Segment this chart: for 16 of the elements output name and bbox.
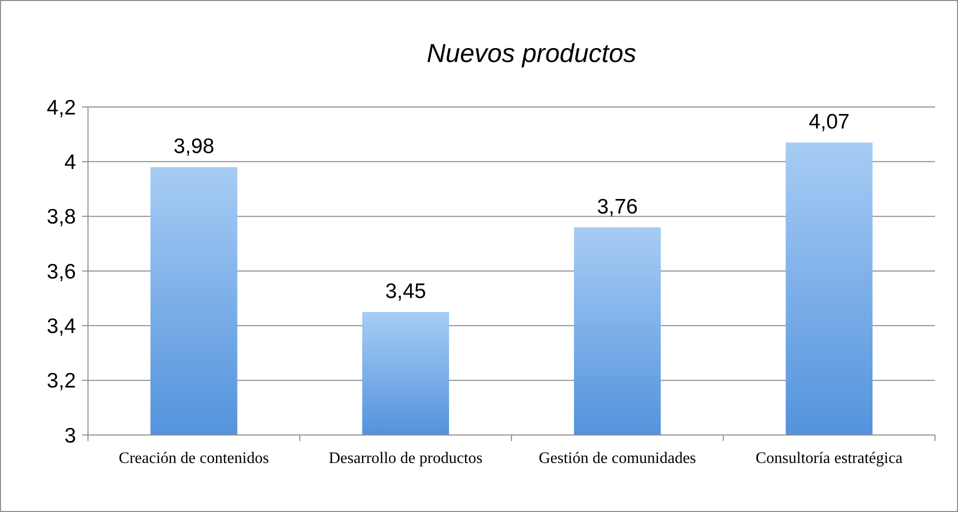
x-tick-label: Gestión de comunidades [538, 450, 696, 467]
x-tick-label: Desarrollo de productos [328, 450, 482, 467]
x-tick-label: Consultoría estratégica [756, 450, 903, 467]
y-tick-label: 3 [64, 424, 76, 448]
y-tick-label: 3,4 [46, 315, 76, 338]
y-tick-label: 3,6 [46, 260, 76, 284]
data-label: 3,45 [385, 280, 426, 303]
y-tick-label: 3,8 [46, 206, 76, 229]
data-label: 3,98 [173, 135, 214, 158]
chart-title: Nuevos productos [426, 38, 636, 68]
data-label: 3,76 [596, 195, 638, 218]
y-tick-label: 4,2 [46, 96, 76, 120]
y-tick-label: 4 [64, 151, 76, 174]
y-tick-label: 3,2 [46, 370, 76, 393]
data-label: 4,07 [808, 110, 850, 134]
x-tick-label: Creación de contenidos [118, 450, 269, 467]
